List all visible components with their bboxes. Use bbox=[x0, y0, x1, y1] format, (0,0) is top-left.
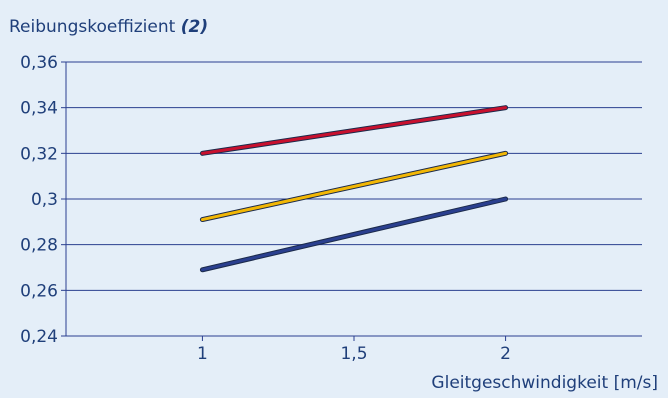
chart-title: Reibungskoeffizient (2) bbox=[9, 17, 208, 37]
y-tick-label: 0,26 bbox=[20, 281, 58, 301]
y-tick-label: 0,28 bbox=[20, 236, 58, 256]
x-tick-label: 1 bbox=[197, 344, 208, 364]
series-1-line bbox=[200, 106, 508, 155]
x-tick-label: 2 bbox=[500, 344, 511, 364]
series-3-line bbox=[200, 197, 508, 272]
series-2-line bbox=[200, 151, 508, 222]
y-tick-label: 0,24 bbox=[20, 327, 58, 347]
chart-title-text: Reibungskoeffizient bbox=[9, 17, 176, 37]
y-tick-label: 0,36 bbox=[20, 53, 58, 73]
y-tick-label: 0,34 bbox=[20, 99, 58, 119]
x-tick-label: 1,5 bbox=[340, 344, 367, 364]
chart-title-suffix: (2) bbox=[180, 17, 209, 37]
y-tick-label: 0,32 bbox=[20, 144, 58, 164]
x-axis-label: Gleitgeschwindigkeit [m/s] bbox=[431, 373, 658, 393]
y-tick-label: 0,3 bbox=[31, 190, 58, 210]
